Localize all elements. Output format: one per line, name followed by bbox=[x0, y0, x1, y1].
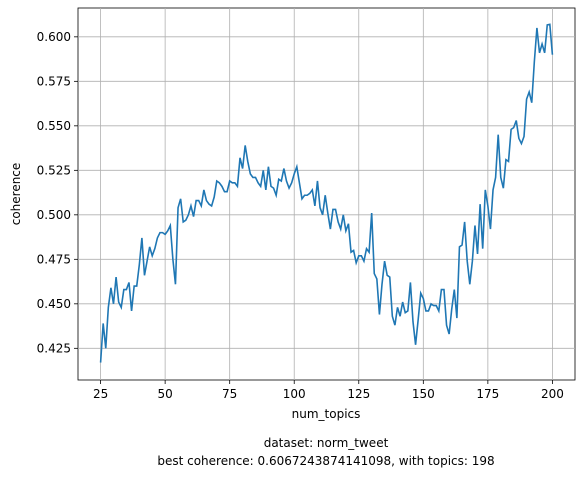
y-tick-label: 0.525 bbox=[37, 163, 71, 177]
y-tick-label: 0.500 bbox=[37, 208, 71, 222]
data-line bbox=[99, 23, 554, 363]
x-tick-label: 75 bbox=[222, 387, 237, 401]
y-tick-label: 0.575 bbox=[37, 74, 71, 88]
y-tick-label: 0.475 bbox=[37, 252, 71, 266]
caption-line: best coherence: 0.6067243874141098, with… bbox=[157, 454, 494, 468]
x-tick-label: 125 bbox=[347, 387, 370, 401]
x-tick-label: 150 bbox=[412, 387, 435, 401]
y-tick-label: 0.550 bbox=[37, 119, 71, 133]
y-axis-label: coherence bbox=[9, 163, 23, 226]
x-tick-label: 200 bbox=[541, 387, 564, 401]
x-tick-label: 100 bbox=[283, 387, 306, 401]
y-tick-label: 0.425 bbox=[37, 341, 71, 355]
y-tick-label: 0.450 bbox=[37, 297, 71, 311]
x-tick-label: 25 bbox=[93, 387, 108, 401]
y-tick-label: 0.600 bbox=[37, 30, 71, 44]
plot-frame bbox=[77, 7, 576, 381]
x-tick-label: 50 bbox=[157, 387, 172, 401]
caption-line: dataset: norm_tweet bbox=[264, 436, 389, 450]
x-tick-label: 175 bbox=[476, 387, 499, 401]
x-axis-label: num_topics bbox=[292, 407, 361, 421]
